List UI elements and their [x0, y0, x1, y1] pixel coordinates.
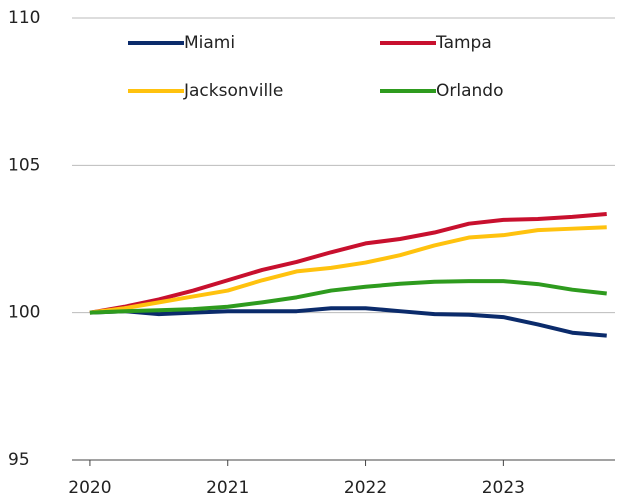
y-tick-label: 110 — [8, 8, 40, 28]
y-tick-label: 95 — [8, 450, 30, 470]
legend-label: Miami — [184, 33, 235, 53]
line — [89, 306, 607, 338]
line — [89, 279, 607, 315]
y-tick-label: 105 — [8, 155, 40, 175]
legend-label: Orlando — [436, 81, 503, 101]
line — [89, 225, 607, 315]
x-tick-label: 2021 — [206, 478, 249, 498]
x-tick-label: 2023 — [482, 478, 525, 498]
legend-label: Jacksonville — [183, 81, 283, 101]
x-tick-label: 2022 — [344, 478, 387, 498]
y-tick-label: 100 — [8, 303, 40, 323]
x-tick-label: 2020 — [68, 478, 111, 498]
line — [89, 211, 607, 315]
legend-label: Tampa — [435, 33, 492, 53]
